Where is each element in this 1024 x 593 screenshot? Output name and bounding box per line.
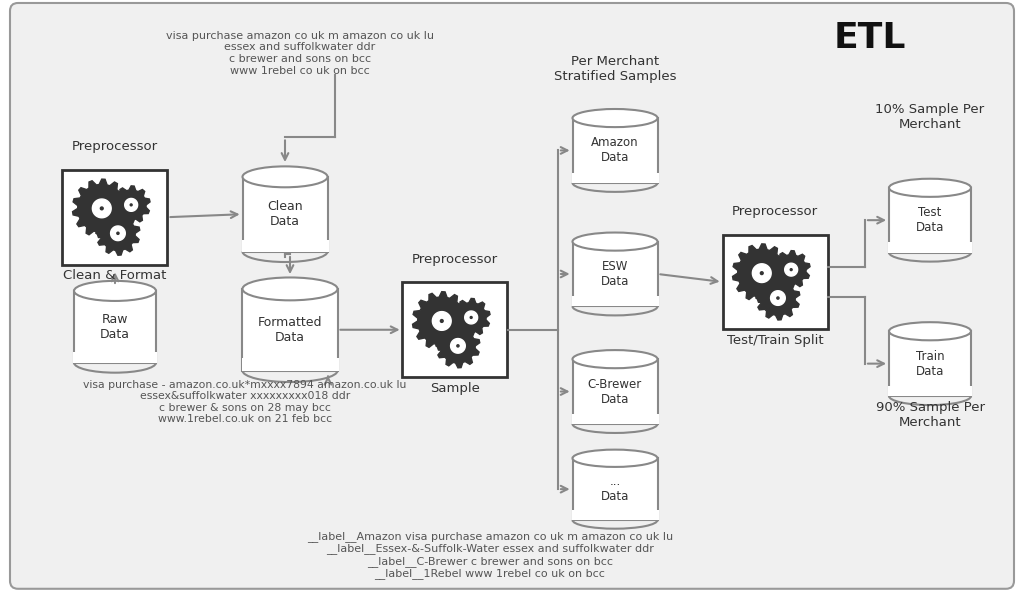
Polygon shape <box>772 251 810 289</box>
Bar <box>571 511 658 520</box>
Bar <box>571 296 658 307</box>
Polygon shape <box>92 199 112 218</box>
Polygon shape <box>436 324 480 368</box>
Bar <box>73 352 157 363</box>
Bar <box>242 358 339 371</box>
Polygon shape <box>451 339 465 353</box>
Polygon shape <box>100 207 103 210</box>
Polygon shape <box>470 317 472 318</box>
Bar <box>242 240 329 251</box>
Polygon shape <box>111 226 125 241</box>
Text: Clean & Format: Clean & Format <box>63 269 167 282</box>
Polygon shape <box>465 311 477 324</box>
Polygon shape <box>777 297 779 299</box>
Polygon shape <box>756 276 800 320</box>
Bar <box>888 243 972 253</box>
Text: C-Brewer
Data: C-Brewer Data <box>588 378 642 406</box>
Polygon shape <box>130 204 132 206</box>
Bar <box>243 289 338 371</box>
Text: 10% Sample Per
Merchant: 10% Sample Per Merchant <box>876 103 984 131</box>
Polygon shape <box>761 272 763 275</box>
Text: ...
Data: ... Data <box>601 475 629 503</box>
Bar <box>571 414 658 424</box>
Bar <box>572 359 657 424</box>
Polygon shape <box>125 199 137 211</box>
Polygon shape <box>73 179 131 238</box>
Polygon shape <box>791 269 793 270</box>
Polygon shape <box>784 263 798 276</box>
Ellipse shape <box>889 322 971 340</box>
FancyBboxPatch shape <box>62 170 168 264</box>
Ellipse shape <box>572 449 657 467</box>
Text: Test
Data: Test Data <box>915 206 944 234</box>
Ellipse shape <box>243 167 328 187</box>
Ellipse shape <box>889 178 971 197</box>
Ellipse shape <box>243 278 338 300</box>
Ellipse shape <box>74 281 156 301</box>
Bar <box>74 291 156 363</box>
Polygon shape <box>732 244 791 302</box>
Text: Clean
Data: Clean Data <box>267 200 303 228</box>
Polygon shape <box>453 298 490 336</box>
Polygon shape <box>113 186 151 224</box>
FancyBboxPatch shape <box>10 3 1014 589</box>
Polygon shape <box>771 291 785 305</box>
Ellipse shape <box>572 350 657 368</box>
Polygon shape <box>457 345 459 347</box>
Text: ETL: ETL <box>834 21 906 55</box>
Bar <box>571 173 658 183</box>
Polygon shape <box>440 320 443 323</box>
Bar <box>888 386 972 396</box>
Bar <box>889 331 971 396</box>
Text: 90% Sample Per
Merchant: 90% Sample Per Merchant <box>876 401 984 429</box>
Text: Amazon
Data: Amazon Data <box>591 136 639 164</box>
Bar <box>889 188 971 253</box>
Text: __label__Amazon visa purchase amazon co uk m amazon co uk lu
__label__Essex-&-Su: __label__Amazon visa purchase amazon co … <box>307 531 673 579</box>
Polygon shape <box>753 264 771 282</box>
Bar <box>572 241 657 307</box>
Text: ESW
Data: ESW Data <box>601 260 629 288</box>
Text: visa purchase - amazon.co.uk*mxxxx7894 amazon.co.uk lu
essex&suffolkwater xxxxxx: visa purchase - amazon.co.uk*mxxxx7894 a… <box>83 380 407 425</box>
FancyBboxPatch shape <box>402 282 508 377</box>
Text: Per Merchant
Stratified Samples: Per Merchant Stratified Samples <box>554 55 676 83</box>
Text: Preprocessor: Preprocessor <box>72 140 158 153</box>
Polygon shape <box>432 311 452 330</box>
Bar <box>572 458 657 520</box>
Text: Raw
Data: Raw Data <box>100 313 130 341</box>
Polygon shape <box>413 292 471 350</box>
Text: Formatted
Data: Formatted Data <box>258 315 323 344</box>
Bar <box>243 177 328 251</box>
Ellipse shape <box>572 109 657 127</box>
Polygon shape <box>117 232 119 234</box>
Text: Sample: Sample <box>430 382 480 395</box>
FancyBboxPatch shape <box>723 235 827 329</box>
Ellipse shape <box>572 232 657 251</box>
Text: Train
Data: Train Data <box>915 350 944 378</box>
Text: Test/Train Split: Test/Train Split <box>727 334 823 347</box>
Text: Preprocessor: Preprocessor <box>732 205 818 218</box>
Bar <box>572 118 657 183</box>
Text: visa purchase amazon co uk m amazon co uk lu
essex and suffolkwater ddr
c brewer: visa purchase amazon co uk m amazon co u… <box>166 31 434 76</box>
Polygon shape <box>96 212 139 255</box>
Text: Preprocessor: Preprocessor <box>412 253 498 266</box>
